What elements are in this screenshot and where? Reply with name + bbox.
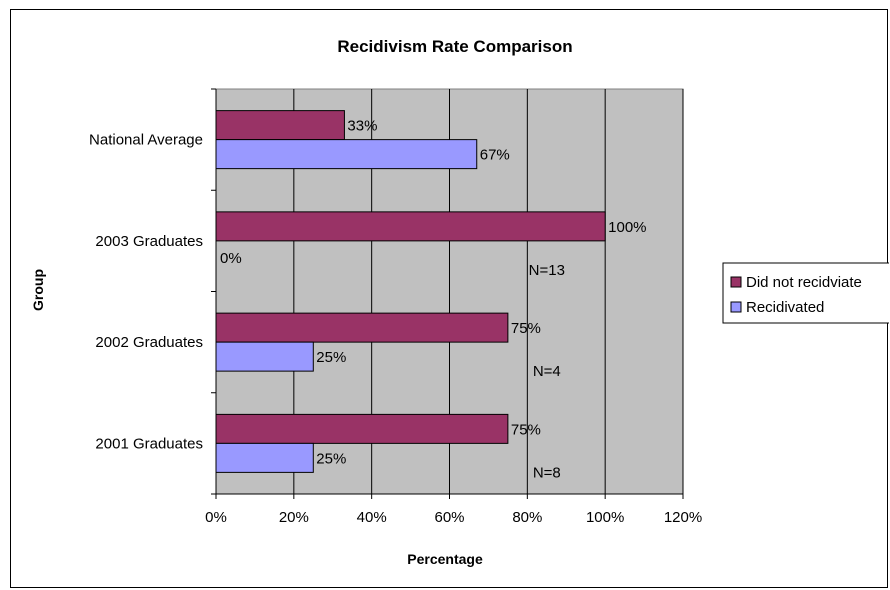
bar	[215, 110, 345, 141]
legend-label: Did not recidviate	[746, 274, 862, 291]
legend: Did not recidviate Recidivated	[722, 262, 889, 324]
sample-size-annotation: N=4	[533, 363, 561, 380]
y-category-label: 2001 Graduates	[95, 435, 203, 452]
y-category-label: National Average	[89, 132, 203, 149]
plot-area: 0% 20% 40% 60% 80% 100% 120% National Average 33…	[89, 88, 702, 526]
data-label: 25%	[316, 450, 346, 467]
y-category-label: 2002 Graduates	[95, 334, 203, 351]
x-tick-label: 60%	[434, 509, 464, 526]
legend-swatch	[730, 301, 742, 313]
bar	[215, 211, 606, 242]
legend-box	[722, 262, 889, 324]
data-label: 75%	[511, 421, 541, 438]
bar	[215, 341, 314, 372]
chart-frame: Recidivism Rate Comparison Group Percent…	[10, 9, 889, 588]
sample-size-annotation: N=8	[533, 464, 561, 481]
legend-swatch	[730, 276, 742, 288]
legend-label: Recidivated	[746, 299, 824, 316]
bar	[215, 442, 314, 473]
bar	[215, 413, 509, 444]
x-tick-label: 20%	[279, 509, 309, 526]
x-axis-label: Percentage	[407, 551, 483, 567]
sample-size-annotation: N=13	[529, 262, 565, 279]
y-category-label: 2003 Graduates	[95, 233, 203, 250]
data-label: 75%	[511, 320, 541, 337]
bar-chart: Recidivism Rate Comparison Group Percent…	[30, 37, 889, 567]
data-label: 25%	[316, 349, 346, 366]
x-tick-label: 100%	[586, 509, 624, 526]
y-axis-label: Group	[30, 269, 46, 311]
data-label: 100%	[608, 219, 646, 236]
x-tick-label: 80%	[512, 509, 542, 526]
chart-title: Recidivism Rate Comparison	[337, 37, 572, 56]
x-tick-label: 120%	[664, 509, 702, 526]
data-label: 0%	[220, 250, 242, 267]
data-label: 33%	[347, 118, 377, 135]
bar	[215, 139, 478, 170]
data-label: 67%	[480, 147, 510, 164]
x-tick-label: 0%	[205, 509, 227, 526]
bar	[215, 312, 509, 343]
x-tick-label: 40%	[357, 509, 387, 526]
